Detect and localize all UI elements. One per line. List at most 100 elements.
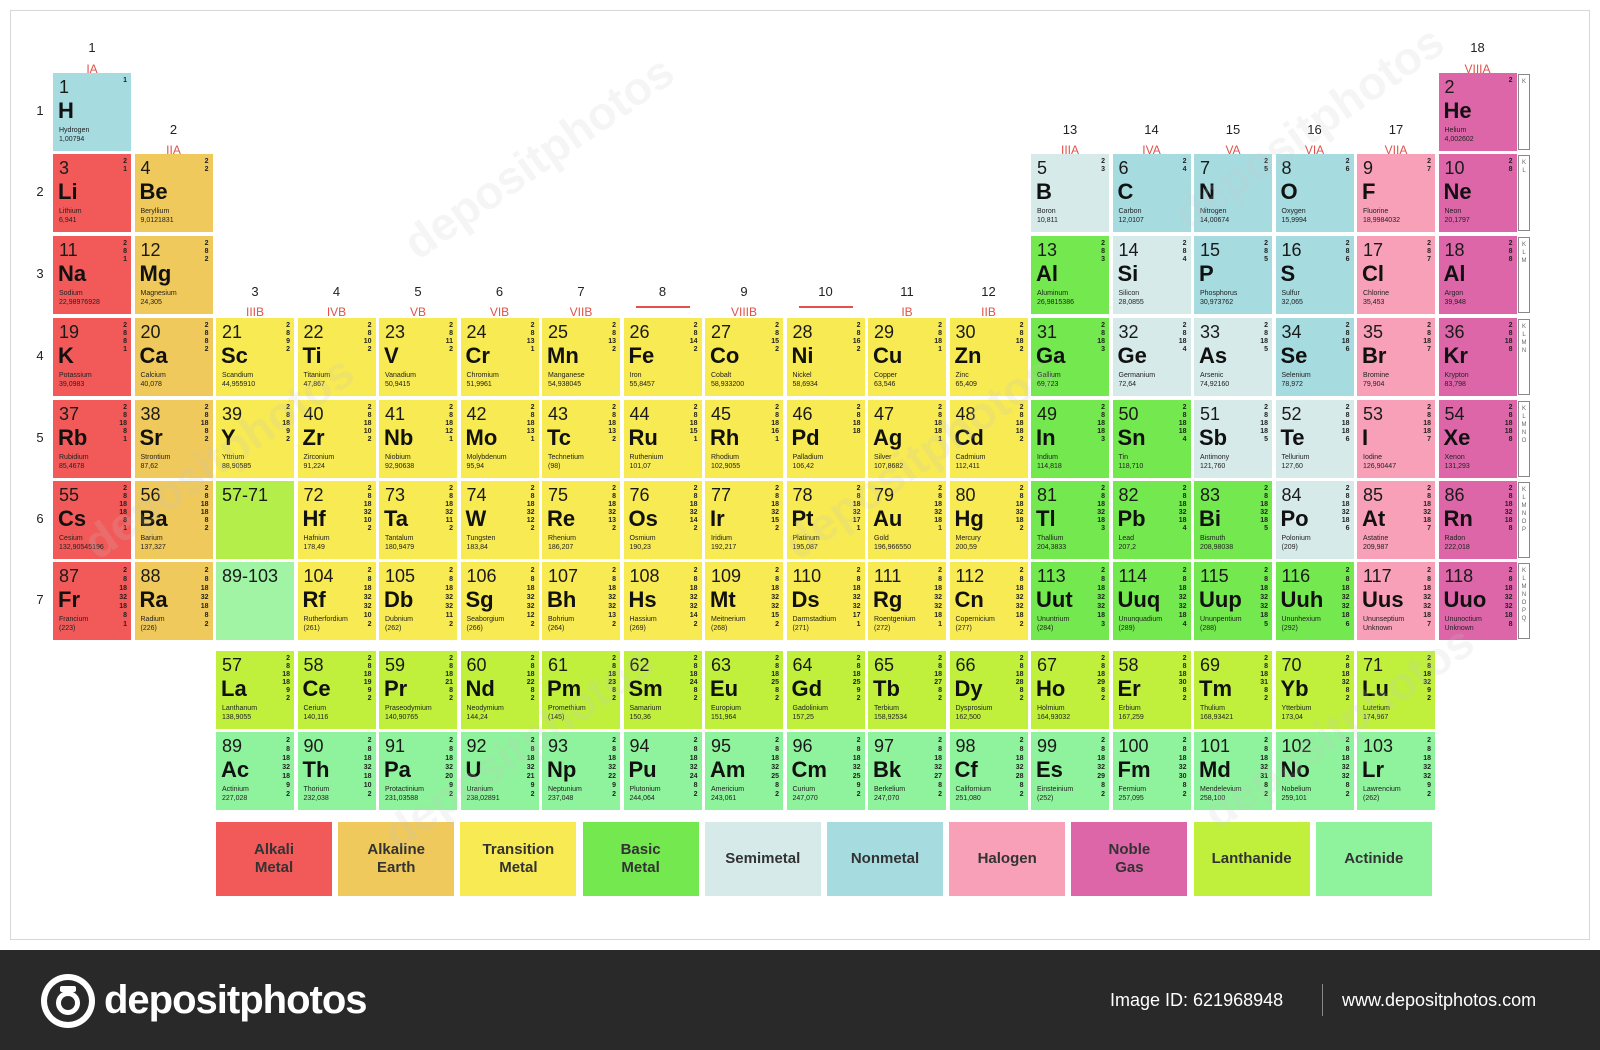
element-cell-fr[interactable]: 87 Fr Francium (223) 2 8 18 32 18 8 1 — [53, 562, 131, 640]
series-placeholder-cell[interactable]: 89-103 — [216, 562, 294, 640]
element-cell-cu[interactable]: 29 Cu Copper 63,546 2 8 18 1 — [868, 318, 946, 396]
element-cell-pb[interactable]: 82 Pb Lead 207,2 2 8 18 32 18 4 — [1112, 481, 1191, 559]
element-cell-te[interactable]: 52 Te Tellurium 127,60 2 8 18 18 6 — [1275, 400, 1354, 478]
element-cell-kr[interactable]: 36 Kr Krypton 83,798 2 8 18 8 — [1438, 318, 1517, 396]
element-cell-ir[interactable]: 77 Ir Iridium 192,217 2 8 18 32 15 2 — [705, 481, 783, 559]
element-cell-pu[interactable]: 94 Pu Plutonium 244,064 2 8 18 32 24 8 2 — [623, 732, 702, 810]
element-cell-pd[interactable]: 46 Pd Palladium 106,42 2 8 18 18 — [786, 400, 865, 478]
legend-alkaline[interactable]: Alkaline Earth — [338, 822, 455, 896]
element-cell-md[interactable]: 101 Md Mendelevium 258,100 2 8 18 32 31 8 2 — [1194, 732, 1272, 810]
element-cell-am[interactable]: 95 Am Americium 243,061 2 8 18 32 25 8 2 — [705, 732, 783, 810]
element-cell-mn[interactable]: 25 Mn Manganese 54,938045 2 8 13 2 — [542, 318, 620, 396]
element-cell-c[interactable]: 6 C Carbon 12,0107 2 4 — [1112, 154, 1191, 232]
element-cell-lr[interactable]: 103 Lr Lawrencium (262) 2 8 18 32 32 9 2 — [1357, 732, 1435, 810]
element-cell-po[interactable]: 84 Po Polonium (209) 2 8 18 32 18 6 — [1275, 481, 1354, 559]
element-cell-he[interactable]: 2 He Helium 4,002602 2 — [1438, 73, 1517, 151]
element-cell-bh[interactable]: 107 Bh Bohrium (264) 2 8 18 32 32 13 2 — [542, 562, 620, 640]
element-cell-co[interactable]: 27 Co Cobalt 58,933200 2 8 15 2 — [705, 318, 783, 396]
legend-nonmetal[interactable]: Nonmetal — [827, 822, 943, 896]
element-cell-n[interactable]: 7 N Nitrogen 14,00674 2 5 — [1194, 154, 1272, 232]
element-cell-uuq[interactable]: 114 Uuq Ununquadium (289) 2 8 18 32 32 18 4 — [1112, 562, 1191, 640]
element-cell-pa[interactable]: 91 Pa Protactinium 231,03588 2 8 18 32 20 9 … — [379, 732, 457, 810]
element-cell-rg[interactable]: 111 Rg Roentgenium (272) 2 8 18 32 32 18 1 — [868, 562, 946, 640]
element-cell-br[interactable]: 35 Br Bromine 79,904 2 8 18 7 — [1357, 318, 1435, 396]
element-cell-as[interactable]: 33 As Arsenic 74,92160 2 8 18 5 — [1194, 318, 1272, 396]
element-cell-ni[interactable]: 28 Ni Nickel 58,6934 2 8 16 2 — [786, 318, 865, 396]
element-cell-ru[interactable]: 44 Ru Ruthenium 101,07 2 8 18 15 1 — [623, 400, 702, 478]
element-cell-lu[interactable]: 71 Lu Lutetium 174,967 2 8 18 32 9 2 — [1357, 651, 1435, 729]
element-cell-rf[interactable]: 104 Rf Rutherfordium (261) 2 8 18 32 32 10 2 — [297, 562, 376, 640]
element-cell-sr[interactable]: 38 Sr Strontium 87,62 2 8 18 8 2 — [134, 400, 213, 478]
element-cell-er[interactable]: 58 Er Erbium 167,259 2 8 18 30 8 2 — [1112, 651, 1191, 729]
element-cell-mo[interactable]: 42 Mo Molybdenum 95,94 2 8 18 13 1 — [460, 400, 539, 478]
element-cell-th[interactable]: 90 Th Thorium 232,038 2 8 18 32 18 10 2 — [297, 732, 376, 810]
legend-actinide[interactable]: Actinide — [1315, 822, 1432, 896]
element-cell-xe[interactable]: 54 Xe Xenon 131,293 2 8 18 18 8 — [1438, 400, 1517, 478]
element-cell-re[interactable]: 75 Re Rhenium 186,207 2 8 18 32 13 2 — [542, 481, 620, 559]
element-cell-se[interactable]: 34 Se Selenium 78,972 2 8 18 6 — [1275, 318, 1354, 396]
element-cell-hf[interactable]: 72 Hf Hafnium 178,49 2 8 18 32 10 2 — [297, 481, 376, 559]
element-cell-sm[interactable]: 62 Sm Samarium 150,36 2 8 18 24 8 2 — [623, 651, 702, 729]
element-cell-w[interactable]: 74 W Tungsten 183,84 2 8 18 32 12 2 — [460, 481, 539, 559]
element-cell-al[interactable]: 13 Al Aluminum 26,9815386 2 8 3 — [1031, 236, 1109, 314]
element-cell-f[interactable]: 9 F Fluorine 18,9984032 2 7 — [1357, 154, 1435, 232]
element-cell-tm[interactable]: 69 Tm Thulium 168,93421 2 8 18 31 8 2 — [1194, 651, 1272, 729]
element-cell-rb[interactable]: 37 Rb Rubidium 85,4678 2 8 18 8 1 — [53, 400, 131, 478]
legend-alkali[interactable]: Alkali Metal — [216, 822, 332, 896]
element-cell-mg[interactable]: 12 Mg Magnesium 24,305 2 8 2 — [134, 236, 213, 314]
element-cell-k[interactable]: 19 K Potassium 39,0983 2 8 8 1 — [53, 318, 131, 396]
element-cell-zr[interactable]: 40 Zr Zirconium 91,224 2 8 18 10 2 — [297, 400, 376, 478]
element-cell-la[interactable]: 57 La Lanthanum 138,9055 2 8 18 18 9 2 — [216, 651, 294, 729]
element-cell-no[interactable]: 102 No Nobelium 259,101 2 8 18 32 32 8 2 — [1275, 732, 1354, 810]
legend-semimetal[interactable]: Semimetal — [704, 822, 821, 896]
element-cell-h[interactable]: 1 H Hydrogen 1,00794 1 — [53, 73, 131, 151]
element-cell-uup[interactable]: 115 Uup Ununpentium (288) 2 8 18 32 32 18 5 — [1194, 562, 1272, 640]
element-cell-tc[interactable]: 43 Tc Technetium (98) 2 8 18 13 2 — [542, 400, 620, 478]
element-cell-zn[interactable]: 30 Zn Zinc 65,409 2 8 18 2 — [949, 318, 1028, 396]
element-cell-ca[interactable]: 20 Ca Calcium 40,078 2 8 8 2 — [134, 318, 213, 396]
element-cell-eu[interactable]: 63 Eu Europium 151,964 2 8 18 25 8 2 — [705, 651, 783, 729]
element-cell-tb[interactable]: 65 Tb Terbium 158,92534 2 8 18 27 8 2 — [868, 651, 946, 729]
element-cell-ra[interactable]: 88 Ra Radium (226) 2 8 18 32 18 8 2 — [134, 562, 213, 640]
legend-noble[interactable]: Noble Gas — [1071, 822, 1188, 896]
element-cell-ti[interactable]: 22 Ti Titanium 47,867 2 8 10 2 — [297, 318, 376, 396]
element-cell-uuo[interactable]: 118 Uuo Ununoctium Unknown 2 8 18 32 32 18 8 — [1438, 562, 1517, 640]
element-cell-cd[interactable]: 48 Cd Cadmium 112,411 2 8 18 18 2 — [949, 400, 1028, 478]
element-cell-in[interactable]: 49 In Indium 114,818 2 8 18 18 3 — [1031, 400, 1109, 478]
element-cell-uut[interactable]: 113 Uut Ununtrium (284) 2 8 18 32 32 18 3 — [1031, 562, 1109, 640]
element-cell-pt[interactable]: 78 Pt Platinum 195,087 2 8 18 32 17 1 — [786, 481, 865, 559]
element-cell-sb[interactable]: 51 Sb Antimony 121,760 2 8 18 18 5 — [1194, 400, 1272, 478]
element-cell-ge[interactable]: 32 Ge Germanium 72,64 2 8 18 4 — [1112, 318, 1191, 396]
element-cell-uuh[interactable]: 116 Uuh Ununhexium (292) 2 8 18 32 32 18 6 — [1275, 562, 1354, 640]
element-cell-ce[interactable]: 58 Ce Cerium 140,116 2 8 18 19 9 2 — [297, 651, 376, 729]
element-cell-ho[interactable]: 67 Ho Holmium 164,93032 2 8 18 29 8 2 — [1031, 651, 1109, 729]
element-cell-y[interactable]: 39 Y Yttrium 88,90585 2 8 18 9 2 — [216, 400, 294, 478]
legend-basic[interactable]: Basic Metal — [582, 822, 699, 896]
element-cell-dy[interactable]: 66 Dy Dysprosium 162,500 2 8 18 28 8 2 — [949, 651, 1028, 729]
element-cell-u[interactable]: 92 U Uranium 238,02891 2 8 18 32 21 9 2 — [460, 732, 539, 810]
element-cell-sc[interactable]: 21 Sc Scandium 44,955910 2 8 9 2 — [216, 318, 294, 396]
element-cell-ag[interactable]: 47 Ag Silver 107,8682 2 8 18 18 1 — [868, 400, 946, 478]
element-cell-al[interactable]: 18 Al Argon 39,948 2 8 8 — [1438, 236, 1517, 314]
element-cell-fm[interactable]: 100 Fm Fermium 257,095 2 8 18 32 30 8 2 — [1112, 732, 1191, 810]
element-cell-be[interactable]: 4 Be Beryllium 9,0121831 2 2 — [134, 154, 213, 232]
element-cell-bk[interactable]: 97 Bk Berkelium 247,070 2 8 18 32 27 8 2 — [868, 732, 946, 810]
element-cell-cn[interactable]: 112 Cn Copernicium (277) 2 8 18 32 32 18 2 — [949, 562, 1028, 640]
element-cell-ba[interactable]: 56 Ba Barium 137,327 2 8 18 18 8 2 — [134, 481, 213, 559]
element-cell-s[interactable]: 16 S Sulfur 32,065 2 8 6 — [1275, 236, 1354, 314]
element-cell-p[interactable]: 15 P Phosphorus 30,973762 2 8 5 — [1194, 236, 1272, 314]
legend-lanthanide[interactable]: Lanthanide — [1193, 822, 1310, 896]
element-cell-na[interactable]: 11 Na Sodium 22,98976928 2 8 1 — [53, 236, 131, 314]
element-cell-rh[interactable]: 45 Rh Rhodium 102,9055 2 8 18 16 1 — [705, 400, 783, 478]
element-cell-pm[interactable]: 61 Pm Promethium (145) 2 8 18 23 8 2 — [542, 651, 620, 729]
element-cell-es[interactable]: 99 Es Einsteinium (252) 2 8 18 32 29 8 2 — [1031, 732, 1109, 810]
element-cell-cm[interactable]: 96 Cm Curium 247,070 2 8 18 32 25 9 2 — [786, 732, 865, 810]
element-cell-hg[interactable]: 80 Hg Mercury 200,59 2 8 18 32 18 2 — [949, 481, 1028, 559]
element-cell-np[interactable]: 93 Np Neptunium 237,048 2 8 18 32 22 9 2 — [542, 732, 620, 810]
series-placeholder-cell[interactable]: 57-71 — [216, 481, 294, 559]
element-cell-mt[interactable]: 109 Mt Meitnerium (268) 2 8 18 32 32 15 2 — [705, 562, 783, 640]
element-cell-fe[interactable]: 26 Fe Iron 55,8457 2 8 14 2 — [623, 318, 702, 396]
element-cell-ga[interactable]: 31 Ga Gallium 69,723 2 8 18 3 — [1031, 318, 1109, 396]
element-cell-hs[interactable]: 108 Hs Hassium (269) 2 8 18 32 32 14 2 — [623, 562, 702, 640]
element-cell-at[interactable]: 85 At Astatine 209,987 2 8 18 32 18 7 — [1357, 481, 1435, 559]
